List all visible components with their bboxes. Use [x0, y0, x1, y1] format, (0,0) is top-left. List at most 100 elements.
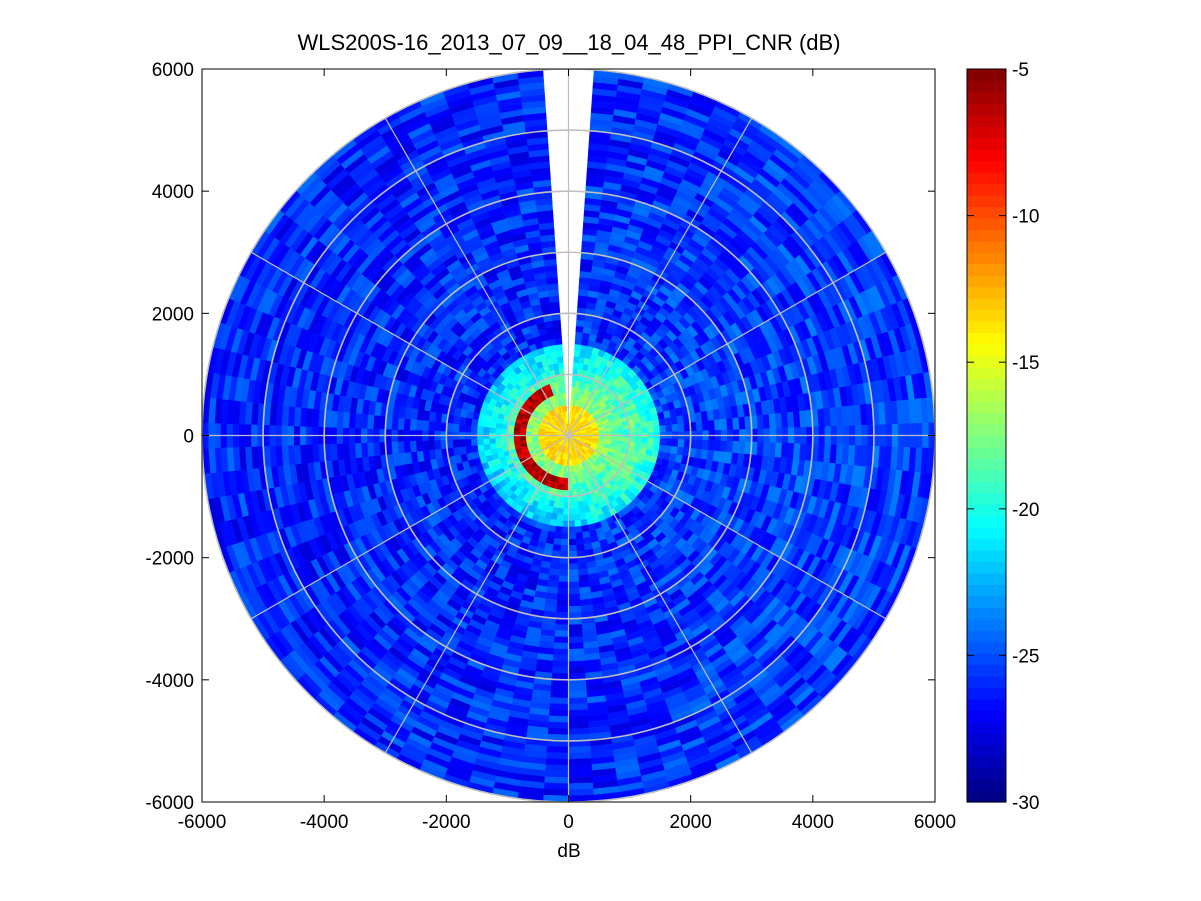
field-cell [564, 490, 569, 497]
field-cell [415, 419, 423, 431]
field-cell [714, 419, 722, 431]
field-cell [552, 544, 562, 552]
field-cell [640, 421, 648, 429]
field-cell [557, 581, 569, 589]
field-cell [664, 445, 672, 454]
field-cell [659, 438, 667, 446]
field-cell [575, 544, 585, 552]
field-cell [544, 764, 569, 772]
field-cell [555, 343, 563, 352]
field-cell [647, 426, 655, 433]
field-cell [549, 301, 560, 309]
field-cell [556, 599, 569, 607]
field-cell [558, 563, 569, 571]
field-cell [458, 438, 466, 448]
field-cell [476, 438, 484, 446]
field-cell [561, 526, 569, 534]
field-cell [397, 417, 405, 430]
field-cell [552, 648, 569, 656]
field-cell [652, 419, 660, 427]
field-cell [563, 502, 569, 510]
field-cell [568, 575, 579, 583]
field-cell [545, 752, 569, 760]
field-cell [403, 440, 411, 453]
field-cell [568, 691, 588, 699]
field-cell [495, 437, 502, 444]
field-cell [557, 356, 564, 364]
field-cell [659, 425, 667, 433]
field-cell [561, 386, 566, 394]
field-cell [574, 519, 582, 528]
field-cell [641, 437, 649, 445]
field-cell [568, 715, 589, 723]
field-cell [550, 685, 569, 693]
field-cell [598, 431, 606, 435]
field-cell [574, 343, 582, 352]
field-cell [635, 427, 642, 434]
field-cell [409, 418, 417, 431]
field-cell [568, 636, 584, 644]
field-cell [573, 349, 581, 358]
field-cell [548, 715, 569, 723]
field-cell [701, 420, 710, 432]
field-cell [549, 697, 569, 705]
field-cell [720, 440, 728, 453]
field-cell [562, 514, 569, 522]
field-cell [568, 544, 577, 552]
field-cell [556, 593, 569, 601]
field-cell [575, 532, 584, 540]
field-cell [458, 423, 466, 433]
field-cell [427, 420, 436, 432]
field-cell [427, 439, 436, 451]
field-cell [547, 727, 569, 736]
field-cell [558, 362, 565, 370]
field-cell [653, 425, 661, 433]
field-cell [488, 437, 496, 445]
plot-area: -6000 -4000 -2000 0 2000 4000 6000 -6000-4000-… [145, 60, 956, 833]
field-cell [495, 442, 503, 449]
field-cell [568, 770, 593, 778]
field-cell [464, 438, 472, 447]
field-cell [568, 599, 581, 607]
field-cell [551, 666, 569, 674]
field-cell [568, 532, 576, 540]
field-cell [391, 416, 399, 430]
field-cell [653, 438, 661, 446]
field-cell [568, 587, 580, 595]
field-cell [695, 439, 704, 450]
field-cell [726, 418, 734, 431]
field-cell [421, 440, 429, 452]
field-cell [738, 416, 746, 430]
cnr-field [202, 69, 935, 802]
field-cell [568, 697, 588, 705]
field-cell [616, 429, 624, 434]
field-cell [452, 439, 460, 448]
field-cell [519, 436, 527, 441]
field-cell [568, 764, 593, 772]
field-cell [403, 418, 411, 431]
field-cell [525, 436, 533, 441]
field-cell [635, 437, 642, 444]
field-cell [756, 414, 765, 430]
field-cell [568, 660, 585, 668]
field-cell [577, 562, 588, 570]
field-cell [489, 442, 497, 450]
field-cell [470, 438, 478, 446]
field-cell [634, 422, 642, 429]
field-cell [553, 636, 569, 644]
field-cell [415, 440, 423, 452]
field-cell [554, 624, 569, 632]
field-cell [726, 440, 734, 453]
field-cell [465, 445, 473, 454]
field-cell [471, 418, 479, 427]
field-cell [568, 727, 590, 736]
field-cell [574, 526, 583, 534]
field-cell [555, 605, 569, 613]
field-cell [360, 442, 369, 458]
field-cell [433, 439, 442, 450]
field-cell [568, 593, 581, 601]
field-cell [568, 569, 579, 577]
field-cell [547, 721, 569, 729]
field-cell [360, 413, 369, 429]
field-cell [470, 425, 478, 433]
